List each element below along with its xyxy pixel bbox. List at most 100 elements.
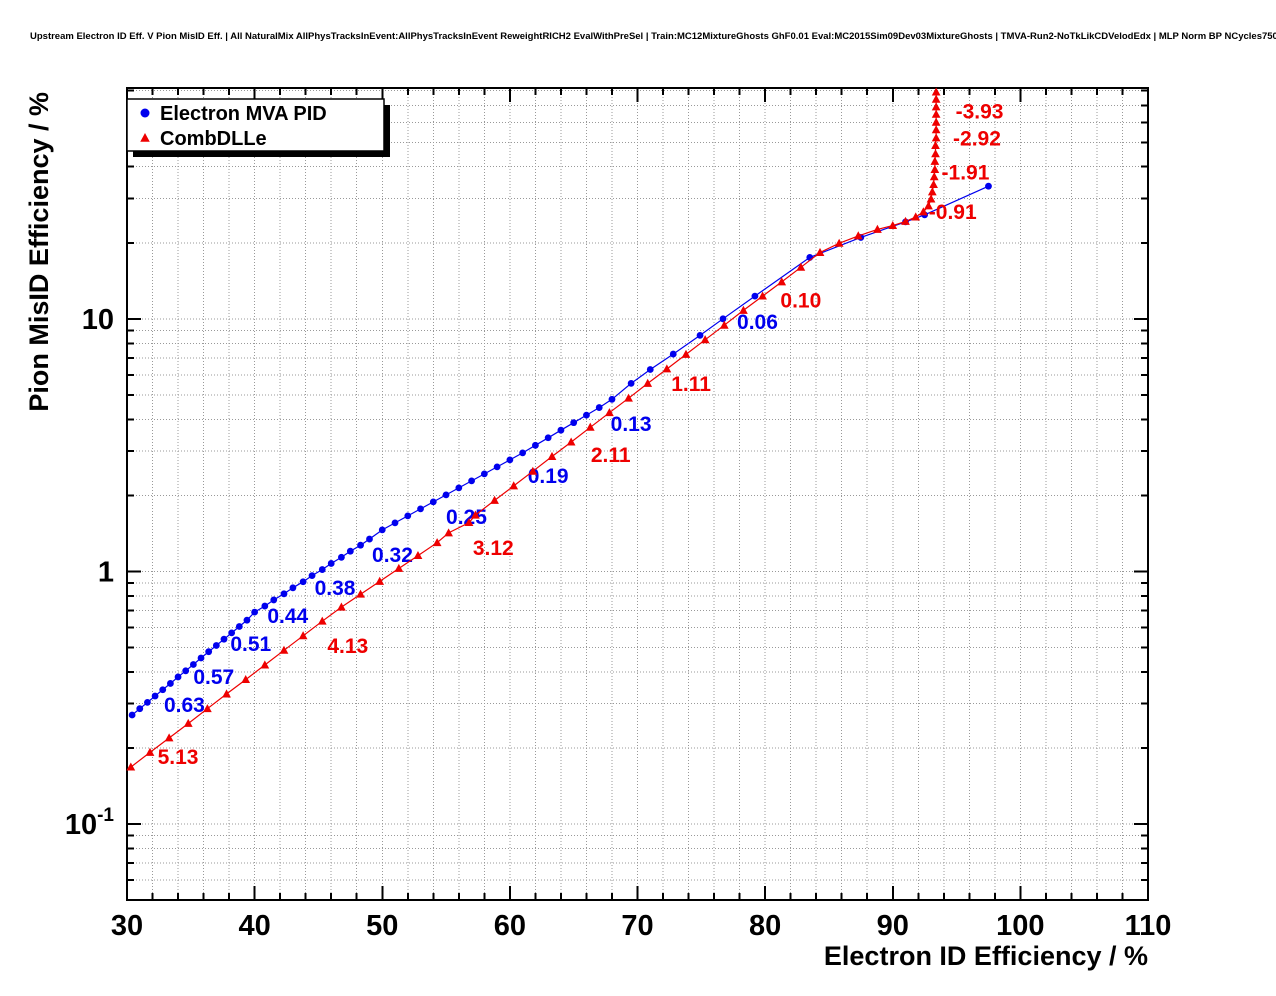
data-point-triangle xyxy=(700,335,710,344)
data-point-triangle xyxy=(164,733,174,742)
cut-value-label: 5.13 xyxy=(158,746,199,769)
data-point-triangle xyxy=(585,422,595,431)
data-point-circle xyxy=(128,711,136,719)
data-point-circle xyxy=(532,441,539,449)
cut-value-label: -1.91 xyxy=(942,162,990,185)
cut-value-label: 0.10 xyxy=(780,290,821,313)
data-point-circle xyxy=(159,686,167,694)
data-point-triangle xyxy=(662,364,672,373)
cut-value-label: 0.51 xyxy=(230,633,271,656)
data-point-triangle xyxy=(911,212,921,221)
cut-value-label: 0.19 xyxy=(528,465,569,488)
cut-value-label: -2.92 xyxy=(953,128,1001,151)
data-point-circle xyxy=(378,526,386,534)
data-point-triangle xyxy=(719,320,729,329)
y-tick-label: 10 xyxy=(82,304,114,336)
plot-frame xyxy=(126,87,1149,901)
data-point-triangle xyxy=(777,277,787,286)
legend-entry-label: CombDLLe xyxy=(160,128,267,150)
x-tick-label: 30 xyxy=(111,910,143,942)
data-point-circle xyxy=(366,535,373,543)
data-point-circle xyxy=(318,566,326,573)
data-point-triangle xyxy=(931,141,940,150)
data-point-circle xyxy=(270,596,278,604)
data-point-triangle xyxy=(758,291,767,300)
data-point-triangle xyxy=(490,495,499,504)
data-point-triangle xyxy=(930,156,940,165)
data-point-circle xyxy=(557,426,565,434)
data-point-triangle xyxy=(432,538,442,547)
data-point-triangle xyxy=(624,393,633,402)
data-point-circle xyxy=(493,463,501,471)
data-point-triangle xyxy=(145,747,155,756)
x-tick-label: 80 xyxy=(749,910,781,942)
x-tick-label: 60 xyxy=(494,910,526,942)
data-point-triangle xyxy=(931,87,941,96)
data-point-triangle xyxy=(317,616,327,625)
x-tick-label: 110 xyxy=(1125,910,1172,942)
data-point-triangle xyxy=(931,94,941,103)
cut-value-label: 0.13 xyxy=(611,413,652,436)
data-point-circle xyxy=(544,434,552,442)
data-point-circle xyxy=(719,315,727,323)
data-point-triangle xyxy=(394,563,404,572)
data-point-circle xyxy=(205,648,213,656)
data-point-triangle xyxy=(260,660,270,669)
legend-entry-label: Electron MVA PID xyxy=(160,103,327,125)
data-point-circle xyxy=(357,541,364,549)
data-point-triangle xyxy=(681,349,691,358)
data-point-circle xyxy=(299,578,307,586)
data-point-triangle xyxy=(739,305,748,314)
y-axis-title: Pion MisID Efficiency / % xyxy=(24,92,54,412)
x-tick-label: 100 xyxy=(996,910,1044,942)
data-point-circle xyxy=(308,572,316,580)
data-point-circle xyxy=(166,680,174,687)
data-point-triangle xyxy=(929,179,938,189)
y-tick-label: 10-1 xyxy=(65,805,115,841)
cut-value-label: 0.63 xyxy=(164,694,205,717)
y-tick-label: 1 xyxy=(98,556,114,588)
data-point-triangle xyxy=(413,550,423,560)
data-point-triangle xyxy=(931,133,941,142)
x-axis-title: Electron ID Efficiency / % xyxy=(824,941,1148,971)
data-point-triangle xyxy=(931,102,941,111)
data-point-triangle xyxy=(464,518,474,527)
cut-value-label: 0.32 xyxy=(372,544,413,567)
data-point-circle xyxy=(608,395,616,403)
legend-marker-circle xyxy=(140,108,150,118)
x-tick-label: 50 xyxy=(366,910,398,942)
data-point-triangle xyxy=(241,674,251,684)
data-point-triangle xyxy=(528,466,538,475)
cut-value-label: 0.38 xyxy=(315,577,356,600)
data-point-triangle xyxy=(924,201,933,210)
data-point-circle xyxy=(182,667,190,675)
data-point-triangle xyxy=(337,602,346,611)
data-point-triangle xyxy=(566,437,576,446)
cut-value-label: -3.93 xyxy=(956,101,1004,124)
data-point-triangle xyxy=(930,164,940,173)
data-point-circle xyxy=(228,629,236,637)
data-point-triangle xyxy=(203,704,212,713)
data-point-circle xyxy=(289,584,297,592)
y-tick-labels: 10-1 1 10 xyxy=(65,304,115,841)
data-point-circle xyxy=(480,470,488,478)
data-point-triangle xyxy=(796,262,806,271)
data-point-triangle xyxy=(298,631,308,640)
data-point-circle xyxy=(669,350,677,358)
data-point-circle xyxy=(189,661,197,668)
grid-lines xyxy=(127,88,1148,900)
legend-box xyxy=(126,98,385,152)
x-tick-label: 70 xyxy=(621,910,653,942)
data-point-triangle xyxy=(126,762,136,771)
plot-title: Upstream Electron ID Eff. V Pion MisID E… xyxy=(30,31,1276,42)
x-tick-label: 90 xyxy=(877,910,909,942)
data-point-triangle xyxy=(547,451,557,460)
data-point-triangle xyxy=(853,231,863,240)
data-point-triangle xyxy=(931,125,941,134)
data-point-circle xyxy=(404,512,412,520)
data-point-triangle xyxy=(873,224,882,233)
series-line xyxy=(130,92,937,768)
data-point-triangle xyxy=(444,528,453,537)
